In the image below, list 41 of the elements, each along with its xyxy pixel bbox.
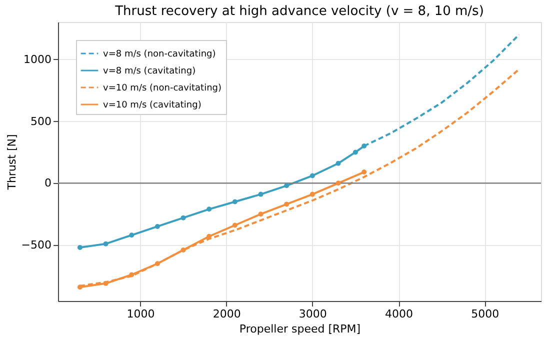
point xyxy=(362,170,367,175)
x-tick-label: 5000 xyxy=(471,308,500,320)
legend-label: v=10 m/s (non-cavitating) xyxy=(103,84,222,94)
point xyxy=(180,248,186,252)
point xyxy=(103,280,108,286)
point xyxy=(129,232,134,238)
y-tick-label: 0 xyxy=(44,176,52,190)
point xyxy=(232,199,238,204)
point xyxy=(129,272,134,278)
x-axis-title: Propeller speed [RPM] xyxy=(239,322,361,336)
point xyxy=(154,261,160,266)
point xyxy=(284,202,290,207)
y-tick-label: −500 xyxy=(21,238,52,252)
point xyxy=(154,224,160,229)
x-tick-label: 4000 xyxy=(385,308,414,320)
x-tick-label: 3000 xyxy=(298,308,327,320)
legend-label: v=10 m/s (cavitating) xyxy=(103,100,202,110)
legend-label: v=8 m/s (non-cavitating) xyxy=(103,50,216,60)
y-tick-label: 1000 xyxy=(24,52,52,66)
point xyxy=(206,234,212,239)
legend-label: v=8 m/s (cavitating) xyxy=(103,66,196,76)
point xyxy=(77,245,82,250)
point xyxy=(258,192,264,197)
point xyxy=(310,173,315,178)
y-tick-label: 500 xyxy=(30,114,52,128)
chart-title: Thrust recovery at high advance velocity (v = 8, 10 m/s) xyxy=(114,4,484,19)
point xyxy=(258,212,264,217)
point xyxy=(284,183,290,188)
point xyxy=(232,222,238,228)
point xyxy=(180,215,186,220)
point xyxy=(103,241,108,246)
point xyxy=(310,192,315,197)
point xyxy=(206,206,212,212)
point xyxy=(77,284,82,290)
point xyxy=(352,150,358,155)
y-axis-title: Thrust [N] xyxy=(5,134,18,191)
x-tick-label: 1000 xyxy=(126,308,155,320)
point xyxy=(362,144,367,149)
point xyxy=(336,160,341,166)
point xyxy=(336,180,341,186)
x-tick-label: 2000 xyxy=(212,308,241,320)
